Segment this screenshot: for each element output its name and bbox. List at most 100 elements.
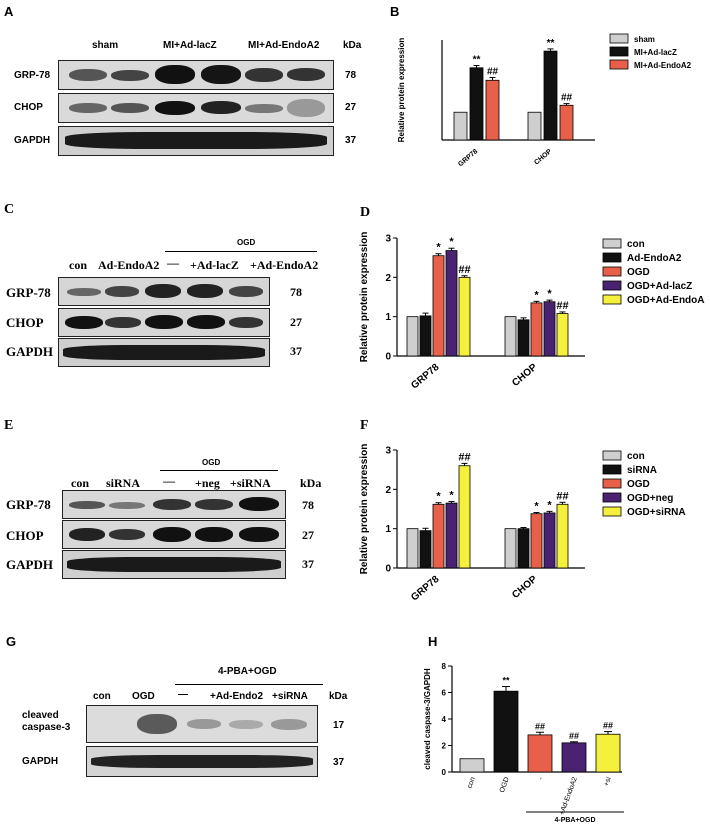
legend-label: OGD+Ad-lacZ <box>627 281 692 292</box>
g-header-1: OGD <box>132 691 155 702</box>
chart-d: Relative protein expression 0 1 2 3 * * ## GRP78… <box>359 232 705 392</box>
x-category-label: CHOP <box>510 574 539 601</box>
y-axis-label: cleaved caspase-3/GAPDH <box>423 668 432 770</box>
c-blot-chop <box>58 308 270 337</box>
x-category-label: CHOP <box>533 148 553 167</box>
bar <box>453 111 468 141</box>
legend-label: siRNA <box>627 465 657 476</box>
bar <box>406 316 419 357</box>
c-row-label-chop: CHOP <box>6 315 44 330</box>
x-category-label: - <box>537 776 545 781</box>
legend-label: OGD <box>627 479 650 490</box>
e-header-2: — <box>163 474 175 488</box>
legend-label: MI+Ad-EndoA2 <box>634 61 692 70</box>
c-kda-37: 37 <box>290 344 302 358</box>
bar <box>527 734 553 773</box>
c-header-4: +Ad-EndoA2 <box>250 258 319 272</box>
e-blot-gapdh <box>62 550 286 579</box>
g-header-2: — <box>178 689 188 700</box>
g-kda-header: kDa <box>329 691 348 702</box>
g-kda-17: 17 <box>333 720 345 731</box>
significance-mark: * <box>449 490 454 502</box>
c-header-2: — <box>167 256 179 270</box>
g-header-0: con <box>93 691 111 702</box>
bar <box>432 503 445 569</box>
legend-label: Ad-EndoA2 <box>627 253 682 264</box>
legend-swatch <box>609 59 629 70</box>
a-row-label-grp78: GRP-78 <box>14 70 51 81</box>
a-blot-chop <box>58 93 334 123</box>
e-kda-header: kDa <box>300 476 322 490</box>
legend-swatch <box>609 46 629 57</box>
legend-swatch <box>602 238 622 249</box>
significance-mark: ## <box>458 264 470 276</box>
panel-label-e: E <box>4 418 14 433</box>
bar <box>543 301 556 357</box>
significance-mark: ## <box>535 721 545 731</box>
y-tick-label: 2 <box>442 742 447 751</box>
legend-swatch <box>602 252 622 263</box>
x-category-label: +si <box>603 776 613 787</box>
legend-label: OGD+neg <box>627 493 673 504</box>
bar <box>530 302 543 357</box>
a-row-label-chop: CHOP <box>14 102 43 113</box>
y-tick-label: 0 <box>385 564 391 575</box>
a-kda-37: 37 <box>345 135 357 146</box>
significance-mark: * <box>534 501 539 513</box>
bar <box>504 316 517 357</box>
bar <box>561 742 587 773</box>
y-tick-label: 3 <box>385 446 391 457</box>
chart-f: Relative protein expression 0 1 2 3 * * ## GRP78… <box>359 444 686 604</box>
legend-swatch <box>602 506 622 517</box>
legend-swatch <box>602 492 622 503</box>
significance-mark: * <box>547 288 552 300</box>
significance-mark: ## <box>603 721 613 731</box>
e-header-1: siRNA <box>106 476 141 490</box>
legend-label: sham <box>634 35 655 44</box>
c-blot-grp78 <box>58 277 270 306</box>
significance-mark: ** <box>502 676 510 686</box>
significance-mark: ## <box>569 731 579 741</box>
c-group-label: OGD <box>237 238 256 247</box>
bar <box>419 315 432 357</box>
bar <box>406 528 419 569</box>
e-row-label-grp78: GRP-78 <box>6 497 51 512</box>
panel-label-g: G <box>6 634 17 649</box>
g-blot-gapdh <box>86 746 318 777</box>
a-kda-header: kDa <box>343 40 362 51</box>
c-header-3: +Ad-lacZ <box>190 258 239 272</box>
c-group-line <box>165 251 317 252</box>
bar <box>469 67 484 141</box>
group-label: 4-PBA+OGD <box>554 817 595 824</box>
e-blot-chop <box>62 520 286 549</box>
c-row-label-grp78: GRP-78 <box>6 285 51 300</box>
significance-mark: * <box>436 242 441 254</box>
e-header-3: +neg <box>195 476 220 490</box>
y-tick-label: 4 <box>442 715 447 724</box>
significance-mark: ## <box>561 93 573 104</box>
a-row-label-gapdh: GAPDH <box>14 135 51 146</box>
y-tick-label: 8 <box>442 662 447 671</box>
legend-label: con <box>627 451 645 462</box>
bar <box>530 513 543 569</box>
a-header-sham: sham <box>92 40 119 51</box>
c-blot-gapdh <box>58 338 270 367</box>
x-category-label: con <box>466 776 476 789</box>
bar <box>517 528 530 569</box>
panel-label-d: D <box>360 205 371 220</box>
g-group-line <box>175 684 323 685</box>
a-kda-27: 27 <box>345 102 357 113</box>
e-header-0: con <box>71 476 89 490</box>
c-header-1: Ad-EndoA2 <box>98 258 160 272</box>
bar <box>517 319 530 357</box>
legend-label: OGD+siRNA <box>627 507 686 518</box>
legend-swatch <box>602 450 622 461</box>
a-blot-grp78 <box>58 60 334 90</box>
e-kda-37: 37 <box>302 557 314 571</box>
chart-h: cleaved caspase-3/GAPDH 0 2 4 6 8 con ** OGD ## - #… <box>423 662 624 824</box>
legend-swatch <box>602 464 622 475</box>
y-tick-label: 0 <box>442 768 447 777</box>
y-tick-label: 6 <box>442 689 447 698</box>
y-tick-label: 0 <box>385 352 391 363</box>
y-tick-label: 2 <box>385 485 391 496</box>
